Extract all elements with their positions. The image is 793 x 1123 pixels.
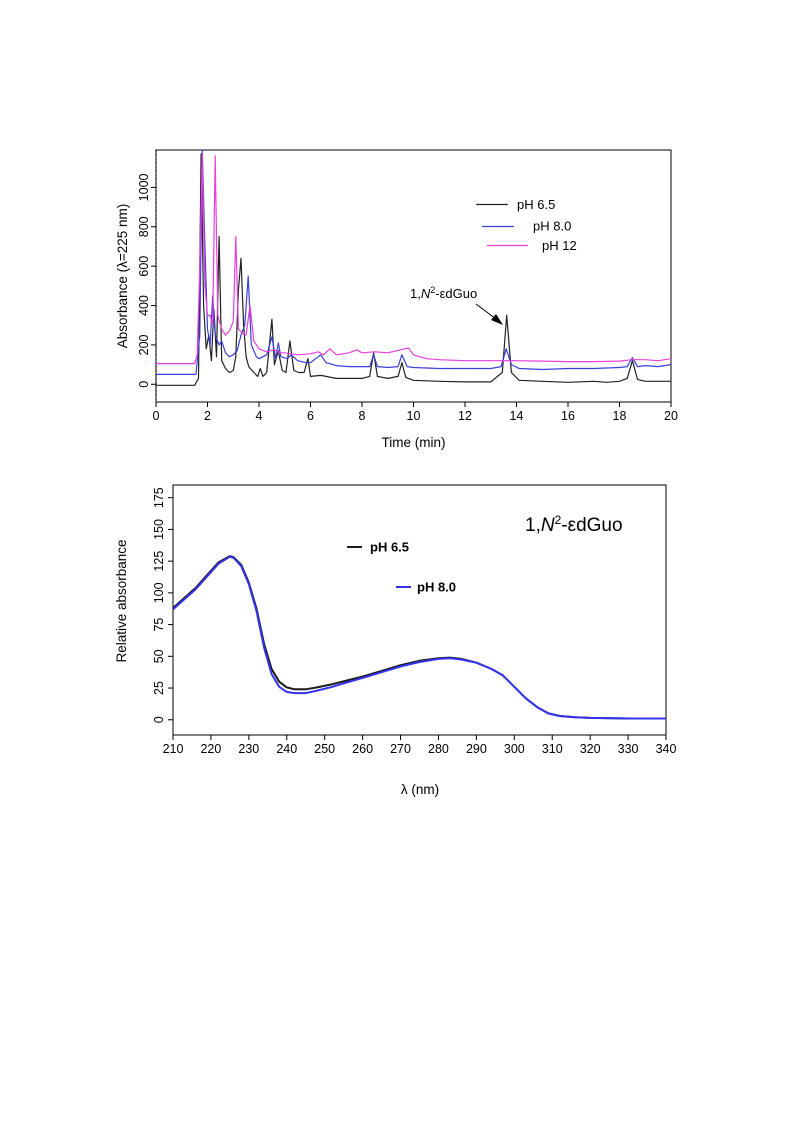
legend2-label-ph80: pH 8.0 [417,580,456,595]
chart2-y-tick-label: 125 [152,551,166,572]
chart1-y-tick-label: 200 [137,334,151,355]
chart2-x-tick-label: 290 [466,742,487,756]
chart1-x-tick-label: 10 [407,409,421,423]
chart1-y-tick-label: 1000 [137,173,151,201]
chart1-x-tick-label: 4 [256,409,263,423]
legend-label-ph65: pH 6.5 [517,197,555,212]
chart2-x-tick-label: 220 [200,742,221,756]
chart2-x-axis-label: λ (nm) [401,782,439,797]
legend-label-ph80: pH 8.0 [533,219,571,234]
chart1-x-tick-label: 2 [204,409,211,423]
annotation-arrowhead [491,314,503,325]
chart1-x-tick-label: 20 [664,409,678,423]
chart2-y-tick-label: 75 [152,618,166,632]
chart2-plot-frame [172,484,667,736]
chart1-x-tick-label: 16 [561,409,575,423]
chart2-x-tick-label: 250 [314,742,335,756]
chart2-x-tick-label: 330 [618,742,639,756]
chart2-x-tick-label: 210 [163,742,184,756]
chart1-series-ph80 [156,150,671,375]
legend-label-ph12: pH 12 [542,238,577,253]
chart1-plot-frame [155,149,672,403]
chart1-x-tick-label: 0 [153,409,160,423]
chart2-y-axis-label: Relative absorbance [114,539,129,662]
chart2-y-tick-label: 100 [152,582,166,603]
annotation-text: 1,N2-εdGuo [410,285,477,301]
chart2-y-tick-label: 50 [152,649,166,663]
chart2-x-tick-label: 230 [238,742,259,756]
chart1-x-tick-label: 12 [458,409,472,423]
chart2-y-tick-label: 150 [152,519,166,540]
chart1-peak-annotation: 1,N2-εdGuo [410,285,503,325]
chart2-x-tick-label: 260 [352,742,373,756]
chart1-x-tick-label: 6 [307,409,314,423]
chart1-y-tick-label: 800 [137,216,151,237]
chart1-x-tick-label: 14 [510,409,524,423]
chart2-x-tick-label: 270 [390,742,411,756]
chart2-x-tick-label: 240 [276,742,297,756]
chart1-x-axis-label: Time (min) [382,435,446,450]
legend2-label-ph65: pH 6.5 [370,540,409,555]
chart1-series-ph12 [156,153,671,365]
chart1-y-tick-label: 600 [137,256,151,277]
chart2-x-tick-label: 310 [542,742,563,756]
chart2-x-tick-label: 340 [656,742,677,756]
chart2-y-tick-label: 175 [152,487,166,508]
chart1-y-axis-label: Absorbance (λ=225 nm) [115,204,130,348]
chart1-x-tick-label: 18 [613,409,627,423]
chart2-compound-title: 1,N2-εdGuo [525,513,623,536]
chart1-y-tick-label: 400 [137,295,151,316]
chart2-x-tick-label: 280 [428,742,449,756]
chart2-x-tick-label: 320 [580,742,601,756]
chart1-legend: pH 6.5 pH 8.0 pH 12 [476,197,577,253]
chart2-y-tick-label: 25 [152,681,166,695]
chart1-x-tick-label: 8 [359,409,366,423]
chart2-legend: pH 6.5 pH 8.0 [347,540,456,595]
chart2-y-tick-label: 0 [152,716,166,723]
chart2-series-ph80 [173,555,666,720]
uv-spectrum-chart: 210 220 230 240 250 260 270 280 290 300 310 320 330 3… [114,484,677,797]
chart2-x-tick-label: 300 [504,742,525,756]
annotation-arrow-line [475,303,497,320]
chart1-y-tick-label: 0 [137,381,151,388]
chart1-series-ph65 [156,153,671,386]
